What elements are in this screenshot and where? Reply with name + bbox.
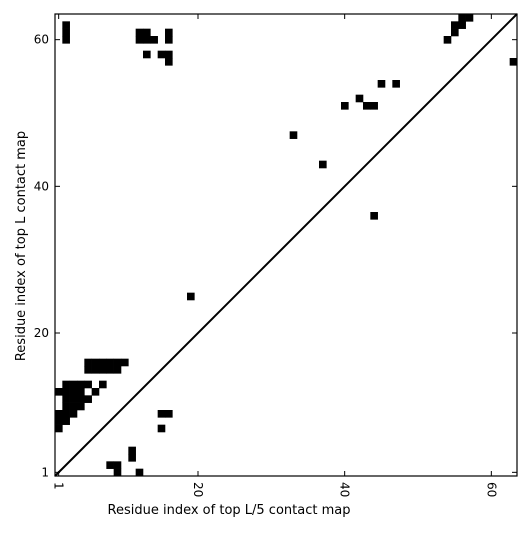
contact-cell-upper: [135, 28, 144, 37]
axis-ticks: 1 20 40 60 1 20 40 60: [34, 14, 517, 497]
contact-cell-lower: [91, 388, 100, 396]
y-axis-label: Residue index of top L contact map: [14, 131, 29, 361]
x-axis-label: Residue index of top L/5 contact map: [108, 503, 351, 518]
contact-cell-upper: [451, 28, 459, 37]
y-tick-label: 1: [41, 465, 49, 479]
contact-cell-upper: [165, 28, 173, 37]
contact-cell-lower: [99, 358, 107, 367]
contact-cell-lower: [84, 366, 92, 374]
contact-cell-upper: [509, 58, 518, 66]
contact-cell-lower: [55, 388, 63, 396]
contact-cell-upper: [143, 50, 151, 59]
contact-cell-upper: [392, 80, 400, 88]
contact-cell-lower: [62, 402, 70, 411]
contact-cell-lower: [84, 358, 92, 367]
contact-cell-upper: [165, 58, 173, 66]
plot-frame: [54, 13, 518, 477]
y-tick-label: 60: [34, 33, 49, 47]
contact-cell-upper: [458, 21, 466, 29]
contact-cell-upper: [377, 80, 386, 88]
y-tick-label: 20: [34, 326, 49, 340]
contact-cell-lower: [128, 446, 136, 455]
contact-cell-upper: [143, 36, 151, 44]
contact-cell-lower: [157, 424, 166, 433]
contact-cell-lower: [62, 410, 70, 418]
contact-cell-upper: [363, 102, 371, 110]
contact-cell-lower: [113, 358, 122, 367]
contact-cell-lower: [55, 417, 63, 425]
contact-cell-upper: [143, 28, 151, 37]
contact-cell-lower: [62, 417, 70, 425]
contact-cell-lower: [55, 424, 63, 433]
contact-cell-upper: [458, 14, 466, 22]
x-tick-label: 60: [484, 482, 498, 497]
contact-cell-lower: [77, 388, 85, 396]
x-tick-label: 40: [338, 482, 352, 497]
contact-cell-lower: [135, 468, 144, 477]
contact-cells: [55, 14, 518, 477]
contact-cell-lower: [113, 468, 122, 477]
diagonal-line: [54, 13, 518, 477]
contact-cell-lower: [62, 388, 70, 396]
contact-cell-lower: [84, 380, 92, 389]
contact-cell-lower: [55, 410, 63, 418]
y-tick-label: 40: [34, 179, 49, 193]
contact-cell-upper: [165, 36, 173, 44]
contact-cell-lower: [128, 454, 136, 462]
contact-cell-lower: [113, 461, 122, 469]
contact-cell-upper: [157, 50, 166, 59]
x-tick-label: 1: [52, 482, 66, 490]
contact-cell-lower: [84, 395, 92, 403]
contact-cell-upper: [62, 36, 70, 44]
contact-cell-lower: [106, 358, 114, 367]
contact-cell-upper: [370, 212, 378, 220]
contact-cell-upper: [451, 21, 459, 29]
contact-cell-upper: [319, 160, 327, 169]
contact-cell-lower: [99, 366, 107, 374]
contact-cell-upper: [355, 94, 364, 103]
contact-cell-upper: [341, 102, 349, 110]
contact-cell-lower: [113, 366, 122, 374]
contact-cell-lower: [121, 358, 129, 367]
contact-cell-lower: [99, 380, 107, 389]
contact-cell-upper: [443, 36, 452, 44]
contact-cell-lower: [77, 402, 85, 411]
contact-cell-upper: [62, 21, 70, 29]
contact-cell-lower: [69, 402, 78, 411]
contact-cell-upper: [135, 36, 144, 44]
contact-cell-lower: [69, 388, 78, 396]
contact-cell-upper: [165, 50, 173, 59]
contact-cell-lower: [106, 366, 114, 374]
contact-cell-lower: [77, 395, 85, 403]
contact-cell-lower: [91, 366, 100, 374]
contact-cell-upper: [370, 102, 378, 110]
contact-cell-lower: [69, 410, 78, 418]
contact-cell-upper: [465, 14, 474, 22]
contact-cell-lower: [69, 395, 78, 403]
contact-cell-lower: [157, 410, 166, 418]
contact-cell-lower: [62, 380, 70, 389]
contact-cell-lower: [77, 380, 85, 389]
contact-cell-upper: [187, 292, 195, 301]
contact-cell-lower: [69, 380, 78, 389]
contact-cell-lower: [106, 461, 114, 469]
x-tick-label: 20: [191, 482, 205, 497]
contact-cell-lower: [91, 358, 100, 367]
contact-cell-upper: [289, 131, 298, 139]
contact-cell-upper: [150, 36, 158, 44]
contact-cell-lower: [62, 395, 70, 403]
contact-cell-upper: [62, 28, 70, 37]
contact-cell-lower: [165, 410, 173, 418]
